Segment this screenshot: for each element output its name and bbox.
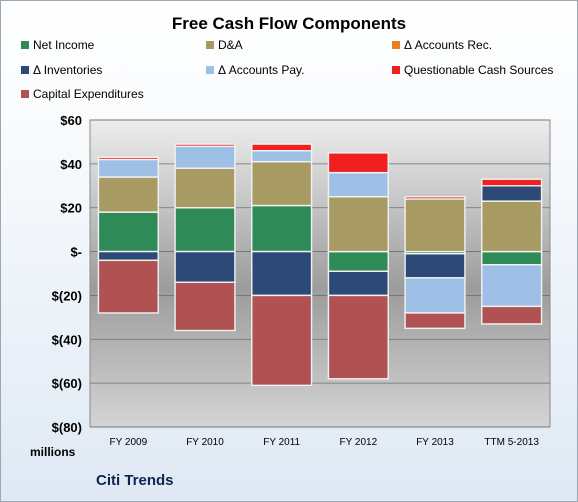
- bar-segment: [97, 250, 159, 262]
- legend-swatch-net-income: [21, 41, 29, 49]
- bar-segment: [251, 204, 313, 253]
- x-tick-label: FY 2010: [186, 437, 224, 448]
- bar-segment: [97, 158, 159, 178]
- bar-segment: [174, 143, 236, 148]
- bar-segment: [251, 294, 313, 387]
- bar-segment: [174, 250, 236, 283]
- legend-label-net-income: Net Income: [33, 38, 95, 52]
- x-tick-label: TTM 5-2013: [484, 437, 539, 448]
- legend-label-questionable: Questionable Cash Sources: [404, 63, 554, 77]
- legend-item-accounts-rec: Δ Accounts Rec.: [392, 38, 493, 52]
- legend-item-net-income: Net Income: [21, 38, 95, 52]
- bar-segment: [404, 312, 466, 330]
- legend-label-inventories: Δ Inventories: [33, 63, 103, 77]
- x-tick-label: FY 2012: [340, 437, 378, 448]
- legend-swatch-accounts-pay: [206, 66, 214, 74]
- y-tick-label: $(60): [52, 376, 82, 391]
- company-name: Citi Trends: [96, 472, 174, 489]
- legend-item-da: D&A: [206, 38, 243, 52]
- bar-segment: [327, 250, 389, 273]
- plot-area: [89, 119, 551, 428]
- bar-segment: [404, 198, 466, 253]
- gridlines: [90, 119, 550, 428]
- chart-title: Free Cash Flow Components: [171, 14, 407, 33]
- bar-segment: [327, 196, 389, 253]
- bar-segment: [404, 253, 466, 279]
- bar-segment: [481, 264, 543, 308]
- bar-segment: [327, 171, 389, 198]
- bar-segment: [404, 277, 466, 314]
- y-tick-label: $-: [70, 245, 82, 260]
- bar-segment: [481, 250, 543, 266]
- bar-segment: [97, 259, 159, 314]
- bar-segment: [481, 305, 543, 325]
- y-tick-label: $(20): [52, 288, 82, 303]
- legend-swatch-accounts-rec: [392, 41, 400, 49]
- legend-swatch-capex: [21, 90, 29, 98]
- bar-segment: [327, 294, 389, 380]
- y-tick-label: $(40): [52, 332, 82, 347]
- legend-item-inventories: Δ Inventories: [21, 63, 103, 77]
- legend-swatch-inventories: [21, 66, 29, 74]
- bar-segment: [174, 145, 236, 169]
- y-tick-label: $60: [60, 113, 82, 128]
- bar-segment: [174, 281, 236, 332]
- bar-segment: [481, 200, 543, 253]
- bar-segment: [97, 176, 159, 213]
- x-tick-label: FY 2011: [263, 437, 300, 448]
- legend-item-accounts-pay: Δ Accounts Pay.: [206, 63, 305, 77]
- legend-label-accounts-rec: Δ Accounts Rec.: [404, 38, 493, 52]
- x-axis-ticks: FY 2009 FY 2010 FY 2011 FY 2012 FY 2013 TTM 5…: [110, 437, 540, 448]
- x-tick-label: FY 2009: [110, 437, 148, 448]
- bar-segment: [251, 250, 313, 297]
- bar-segment: [97, 156, 159, 161]
- y-axis-units: millions: [30, 445, 76, 459]
- y-tick-label: $40: [60, 157, 82, 172]
- y-tick-label: $(80): [52, 420, 82, 435]
- legend-label-accounts-pay: Δ Accounts Pay.: [218, 63, 305, 77]
- bar-segment: [97, 211, 159, 253]
- legend-swatch-da: [206, 41, 214, 49]
- bar-segment: [481, 185, 543, 202]
- x-tick-label: FY 2013: [416, 437, 454, 448]
- bar-segment: [251, 143, 313, 152]
- legend-swatch-questionable: [392, 66, 400, 74]
- bar-segment: [251, 149, 313, 163]
- bar-segment: [481, 178, 543, 187]
- bar-segment: [327, 152, 389, 174]
- bar-segment: [251, 160, 313, 207]
- legend-label-capex: Capital Expenditures: [33, 87, 144, 101]
- y-axis-ticks: $60 $40 $20 $- $(20) $(40) $(60) $(80): [52, 113, 82, 435]
- bars: [97, 143, 543, 387]
- legend-item-capex: Capital Expenditures: [21, 87, 144, 101]
- legend-label-da: D&A: [218, 38, 243, 52]
- legend-item-questionable: Questionable Cash Sources: [392, 63, 554, 77]
- bar-segment: [327, 270, 389, 297]
- y-tick-label: $20: [60, 201, 82, 216]
- bar-segment: [174, 167, 236, 209]
- bar-segment: [404, 196, 466, 200]
- bar-segment: [174, 207, 236, 253]
